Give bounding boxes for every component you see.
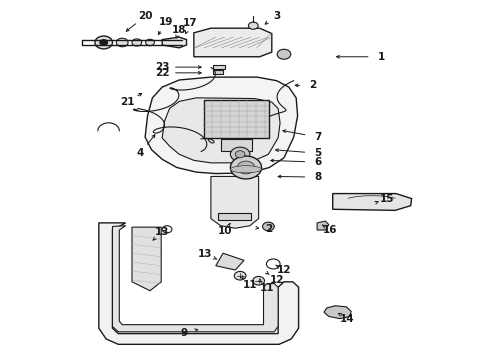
Polygon shape (333, 194, 412, 210)
Text: 11: 11 (243, 280, 257, 291)
Text: 15: 15 (380, 194, 394, 203)
Polygon shape (99, 223, 298, 344)
FancyBboxPatch shape (203, 100, 270, 138)
Circle shape (234, 271, 246, 280)
Circle shape (230, 147, 250, 161)
Circle shape (95, 36, 113, 49)
Circle shape (253, 276, 265, 285)
Text: 1: 1 (378, 52, 385, 62)
Text: 13: 13 (198, 249, 212, 259)
Polygon shape (324, 306, 351, 319)
Text: 8: 8 (315, 172, 322, 182)
Circle shape (230, 156, 262, 179)
Circle shape (132, 39, 142, 46)
Text: 5: 5 (315, 148, 322, 158)
Polygon shape (194, 28, 272, 57)
Polygon shape (216, 253, 244, 270)
Text: 6: 6 (315, 157, 322, 167)
Circle shape (263, 222, 274, 231)
Polygon shape (213, 70, 223, 74)
Text: 7: 7 (315, 132, 322, 142)
Circle shape (237, 161, 255, 174)
Circle shape (277, 49, 291, 59)
Polygon shape (162, 37, 187, 48)
Circle shape (235, 151, 245, 158)
Text: 2: 2 (310, 80, 317, 90)
Text: 18: 18 (172, 25, 187, 35)
Text: 16: 16 (323, 225, 338, 235)
Polygon shape (211, 176, 259, 228)
Text: 12: 12 (270, 275, 284, 285)
Text: 12: 12 (277, 265, 291, 275)
Text: 10: 10 (218, 226, 233, 236)
Text: 4: 4 (137, 148, 144, 158)
Text: 14: 14 (340, 314, 355, 324)
Text: 11: 11 (260, 283, 274, 293)
Polygon shape (218, 213, 251, 220)
Polygon shape (113, 226, 278, 332)
Polygon shape (145, 77, 297, 174)
Text: 13: 13 (155, 227, 170, 237)
Text: 23: 23 (155, 62, 170, 72)
Text: 17: 17 (183, 18, 198, 28)
Text: 21: 21 (120, 97, 134, 107)
Polygon shape (317, 221, 329, 230)
Circle shape (248, 22, 258, 29)
Polygon shape (220, 139, 252, 151)
Circle shape (100, 40, 108, 45)
Text: 22: 22 (155, 68, 170, 78)
Ellipse shape (230, 166, 262, 173)
Polygon shape (162, 98, 280, 163)
Text: 3: 3 (273, 11, 280, 21)
Polygon shape (213, 65, 224, 69)
Text: 20: 20 (138, 12, 152, 21)
Text: 2: 2 (265, 224, 272, 234)
Text: 9: 9 (180, 328, 188, 338)
Polygon shape (132, 227, 161, 291)
Circle shape (116, 38, 128, 47)
Text: 19: 19 (159, 17, 173, 27)
Circle shape (146, 39, 154, 46)
